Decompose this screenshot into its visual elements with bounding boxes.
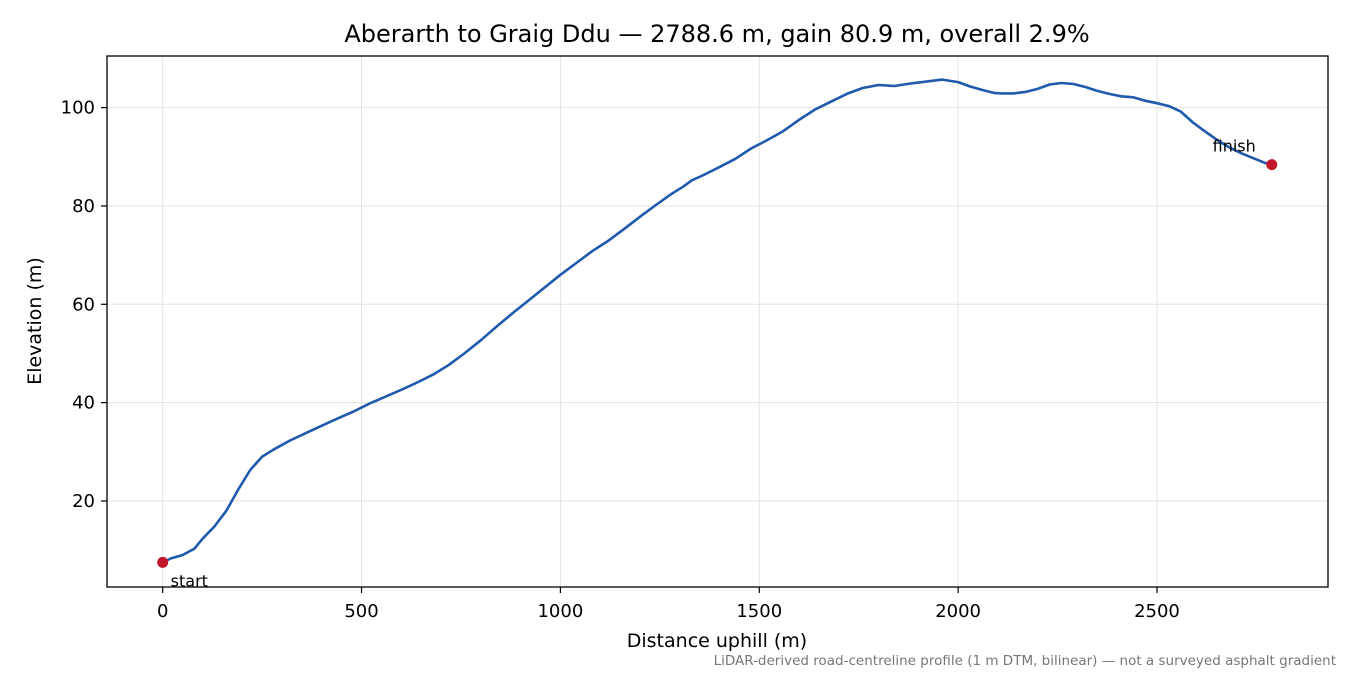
y-tick-label: 40 xyxy=(72,393,95,414)
x-axis-ticks: 0 500 1000 1500 2000 2500 xyxy=(157,587,1180,622)
x-tick-label: 2500 xyxy=(1134,601,1180,622)
y-tick-label: 80 xyxy=(72,196,95,217)
finish-annotation: finish xyxy=(1213,137,1256,156)
chart-title: Aberarth to Graig Ddu — 2788.6 m, gain 8… xyxy=(344,20,1089,48)
x-tick-label: 500 xyxy=(344,601,378,622)
start-marker xyxy=(157,556,169,568)
y-tick-label: 60 xyxy=(72,294,95,315)
y-tick-label: 20 xyxy=(72,491,95,512)
x-tick-label: 1000 xyxy=(537,601,583,622)
y-tick-label: 100 xyxy=(61,98,95,119)
plot-frame xyxy=(106,55,1329,588)
y-axis-label: Elevation (m) xyxy=(24,257,46,385)
chart-footnote: LiDAR-derived road-centreline profile (1… xyxy=(714,653,1336,669)
x-tick-label: 1500 xyxy=(736,601,782,622)
x-tick-label: 0 xyxy=(157,601,168,622)
x-tick-label: 2000 xyxy=(935,601,981,622)
elevation-line xyxy=(161,78,1274,564)
start-annotation: start xyxy=(171,571,208,590)
y-axis-ticks: 20 40 60 80 100 xyxy=(61,98,107,512)
grid-lines xyxy=(107,56,1328,587)
x-axis-label: Distance uphill (m) xyxy=(627,630,807,652)
finish-marker xyxy=(1266,159,1278,171)
